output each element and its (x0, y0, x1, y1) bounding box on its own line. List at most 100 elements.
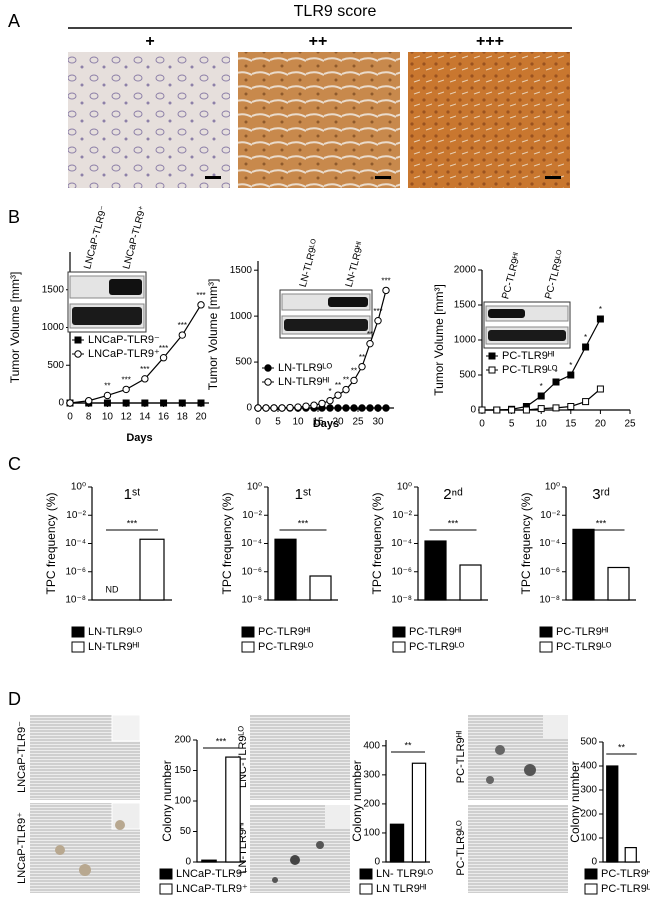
blot-band (109, 279, 142, 295)
y-tick-label: 0 (591, 857, 597, 868)
data-point (567, 371, 575, 379)
y-tick-label: 10⁻⁸ (241, 595, 262, 606)
significance: ** (618, 742, 626, 752)
legend-marker (264, 378, 272, 386)
y-tick-label: 400 (580, 761, 597, 772)
legend-swatch (71, 641, 85, 653)
chart-title: 1ˢᵗ (295, 486, 312, 503)
significance: *** (298, 518, 309, 528)
colony (55, 845, 65, 855)
legend-label: LN-TLR9ᴸᴼ (278, 362, 332, 374)
data-point (270, 404, 278, 412)
bar (607, 566, 630, 601)
y-axis-label: Tumor Volume [mm³] (206, 279, 220, 391)
data-point (141, 399, 149, 407)
scale-bar (205, 176, 221, 179)
blot-label: PC-TLR9ᴸᴼ (543, 249, 567, 300)
y-axis-label: TPC frequency (%) (370, 492, 384, 594)
blot-label: LNCaP-TLR9⁻ (82, 205, 110, 271)
data-point (537, 392, 545, 400)
data-point (374, 317, 382, 325)
x-tick-label: 25 (352, 417, 364, 428)
y-tick-label: 500 (459, 370, 476, 381)
legend-label: PC-TLR9ᴴᴵ (601, 868, 650, 880)
y-tick-label: 0 (58, 398, 64, 409)
y-tick-label: 1500 (454, 300, 477, 311)
data-point (159, 354, 168, 362)
y-tick-label: 300 (363, 769, 380, 780)
x-tick-label: 20 (595, 419, 607, 430)
score-label: +++ (476, 33, 504, 50)
legend-label: PC-TLR9ᴸᴼ (556, 641, 612, 653)
x-tick-label: 0 (67, 412, 73, 423)
histology-image (238, 52, 400, 188)
data-point (326, 404, 334, 412)
panel-letter: A (8, 11, 20, 31)
legend-swatch (159, 868, 173, 880)
legend-swatch (539, 626, 553, 638)
y-tick-label: 100 (174, 796, 191, 807)
score-label: + (145, 33, 154, 50)
data-point (342, 385, 350, 394)
x-tick-label: 10 (102, 412, 114, 423)
y-tick-label: 1500 (230, 265, 253, 276)
y-tick-label: 10⁻⁶ (65, 566, 86, 577)
significance: * (540, 382, 543, 391)
x-tick-label: 14 (139, 412, 151, 423)
data-point (358, 362, 366, 371)
significance: *** (216, 736, 227, 746)
legend-label: PC-TLR9ᴸᴼ (502, 364, 558, 376)
scale-bar (545, 176, 561, 179)
y-tick-label: 10⁰ (397, 482, 412, 493)
y-tick-label: 300 (580, 785, 597, 796)
x-tick-label: 8 (86, 412, 92, 423)
panel-letter: D (8, 689, 21, 709)
bar (389, 823, 405, 863)
data-point (310, 401, 318, 409)
colony (290, 855, 300, 865)
y-tick-label: 100 (580, 833, 597, 844)
legend-marker (488, 366, 496, 374)
significance: *** (140, 365, 149, 374)
data-point (522, 406, 530, 414)
panel-letter: C (8, 454, 21, 474)
x-tick-label: 30 (372, 417, 384, 428)
significance: ** (104, 382, 110, 391)
data-point (318, 399, 326, 408)
bar (274, 538, 297, 601)
y-axis-label: Tumor Volume [mm³] (432, 284, 446, 396)
scale-bar (375, 176, 391, 179)
data-point (302, 402, 310, 410)
colony (272, 877, 278, 883)
significance: *** (373, 307, 382, 316)
data-point (278, 404, 286, 412)
legend-label: LNCaP-TLR9⁻ (176, 868, 248, 880)
y-tick-label: 10⁻² (540, 510, 560, 521)
data-point (294, 403, 302, 411)
y-tick-label: 10⁻⁸ (65, 595, 86, 606)
blot-label: LN-TLR9ᴸᴼ (298, 238, 321, 288)
micro-image (468, 805, 568, 893)
x-tick-label: 15 (565, 419, 577, 430)
significance: ** (404, 740, 412, 750)
data-point (366, 339, 374, 348)
significance: *** (159, 344, 168, 353)
data-point (122, 399, 130, 407)
y-tick-label: 10⁻⁴ (241, 538, 262, 549)
chart-title: 2ⁿᵈ (443, 486, 463, 503)
data-point (582, 343, 590, 351)
significance: *** (127, 518, 138, 528)
significance: ** (343, 376, 349, 385)
significance: *** (121, 376, 130, 385)
y-tick-label: 1000 (230, 311, 253, 322)
legend-swatch (359, 868, 373, 880)
y-tick-label: 10⁻⁸ (539, 595, 560, 606)
y-tick-label: 2000 (454, 265, 477, 276)
y-tick-label: 200 (174, 735, 191, 746)
y-tick-label: 10⁻⁶ (391, 566, 412, 577)
bar (459, 564, 482, 601)
bar (411, 762, 427, 863)
x-tick-label: 25 (624, 419, 636, 430)
data-point (141, 375, 149, 383)
